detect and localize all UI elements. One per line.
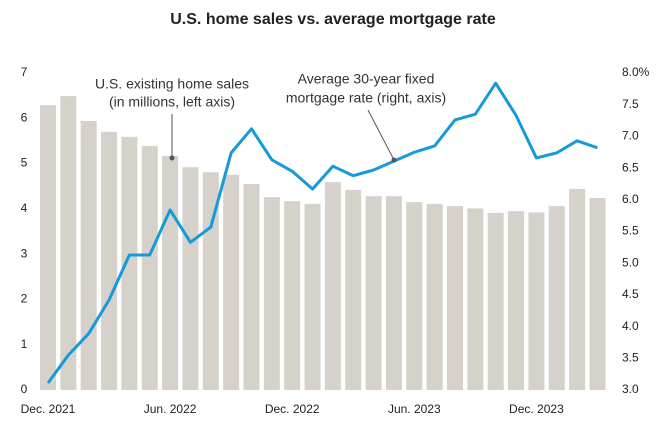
bar (406, 202, 423, 390)
y-tick-label: 3 (21, 246, 28, 260)
bar (162, 155, 179, 390)
leader-dot (391, 157, 397, 163)
y-tick-label: 0 (21, 382, 28, 396)
x-tick-label: Dec. 2022 (265, 402, 320, 416)
bar (385, 196, 402, 390)
bar (508, 211, 525, 390)
bar (121, 136, 138, 390)
bar (447, 206, 463, 390)
y2-tick-label: 4.0 (622, 319, 639, 333)
bar (223, 174, 240, 390)
bar (243, 183, 260, 390)
bar (101, 131, 118, 390)
annotation: Average 30-year fixed (298, 71, 435, 87)
y-tick-label: 1 (21, 337, 28, 351)
bar (304, 203, 321, 390)
y-tick-label: 6 (21, 110, 28, 124)
x-tick-label: Jun. 2023 (388, 402, 441, 416)
x-tick-label: Dec. 2021 (21, 402, 76, 416)
annotation: mortgage rate (right, axis) (286, 90, 446, 106)
y2-tick-label: 5.5 (622, 224, 639, 238)
bar (202, 172, 219, 390)
annotation: U.S. existing home sales (95, 76, 249, 92)
bar (263, 197, 280, 390)
line (46, 81, 598, 384)
bar (141, 145, 158, 390)
y-tick-label: 4 (21, 201, 28, 215)
y2-tick-label: 3.0 (622, 382, 639, 396)
x-tick-label: Dec. 2023 (509, 402, 564, 416)
bar (528, 212, 545, 390)
bar (365, 196, 382, 390)
y2-tick-label: 7.0 (622, 129, 639, 143)
y2-tick-label: 5.0 (622, 255, 639, 269)
y2-tick-label: 4.5 (622, 287, 639, 301)
chart-title: U.S. home sales vs. average mortgage rat… (170, 11, 496, 28)
bar (345, 189, 362, 390)
y2-tick-label: 8.0% (622, 65, 650, 79)
y2-tick-label: 3.5 (622, 350, 639, 364)
leader-line (367, 109, 394, 159)
bar (487, 212, 504, 390)
y-tick-label: 5 (21, 156, 28, 170)
y2-tick-label: 7.5 (622, 97, 639, 111)
bar (548, 206, 565, 390)
bar (324, 182, 341, 390)
bar (284, 201, 301, 390)
bar (569, 188, 586, 390)
x-tick-label: Jun. 2022 (144, 402, 197, 416)
y-tick-label: 2 (21, 292, 28, 306)
y2-tick-label: 6.5 (622, 160, 639, 174)
bar (80, 121, 97, 390)
bar (40, 105, 56, 390)
bar (182, 167, 199, 390)
bar (60, 96, 77, 391)
bar (467, 208, 484, 390)
y-tick-label: 7 (21, 65, 28, 79)
y2-tick-label: 6.0 (622, 192, 639, 206)
leader-dot (169, 155, 175, 161)
bar (426, 203, 443, 390)
bar (589, 197, 606, 390)
annotation: (in millions, left axis) (109, 94, 235, 110)
